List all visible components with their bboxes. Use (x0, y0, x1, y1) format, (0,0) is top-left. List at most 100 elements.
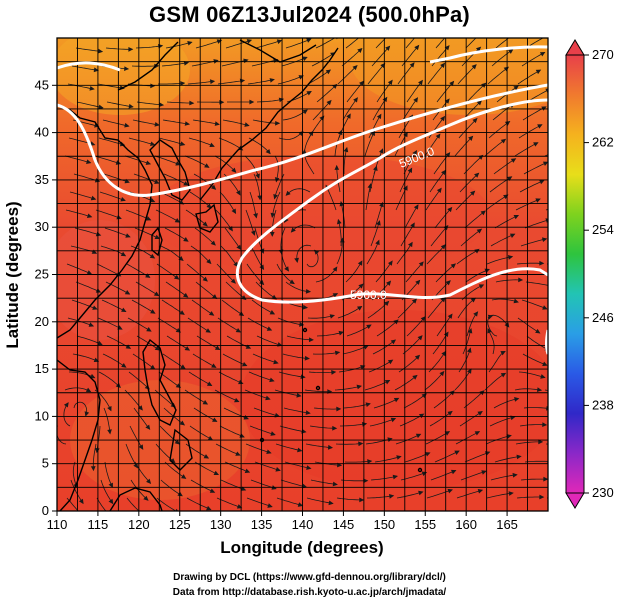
streamline (519, 180, 544, 193)
streamline-arrow (89, 86, 95, 91)
streamline (286, 335, 314, 341)
streamline (271, 209, 277, 237)
streamline (285, 188, 311, 196)
streamline (128, 371, 150, 390)
streamline-arrow (93, 357, 100, 363)
credit-drawing: Drawing by DCL (https://www.gfd-dennou.o… (173, 572, 446, 583)
streamline-arrow (184, 346, 191, 351)
streamline-arrow (468, 135, 474, 141)
streamline-arrow (480, 210, 486, 216)
x-tick-label: 160 (455, 517, 477, 532)
streamline-arrow (203, 454, 210, 459)
streamline-arrow (352, 64, 358, 71)
streamline-arrow (92, 305, 98, 310)
streamline-arrow (240, 486, 247, 491)
streamline (192, 353, 216, 368)
streamline-arrow (97, 340, 103, 346)
streamline-arrow (149, 197, 156, 203)
streamline-arrow (236, 190, 241, 196)
streamline-arrow (365, 402, 371, 408)
y-tick-label: 20 (35, 314, 49, 329)
streamline (340, 479, 368, 482)
streamline-arrow (509, 233, 516, 238)
chart-title: GSM 06Z13Jul2024 (500.0hPa) (149, 2, 470, 27)
streamline-arrow (539, 494, 545, 500)
streamline (131, 65, 159, 67)
streamline (217, 80, 245, 85)
streamline (456, 489, 483, 499)
streamline-arrow (124, 290, 131, 295)
streamline-arrow (514, 396, 520, 402)
streamline (406, 316, 426, 337)
streamline-arrow (408, 241, 413, 248)
streamline-arrow (154, 234, 161, 239)
streamline-arrow (440, 244, 446, 250)
streamline-arrow (95, 231, 102, 237)
streamline-arrow (336, 406, 342, 412)
streamline-arrow (297, 447, 303, 453)
streamline-arrow (475, 46, 482, 52)
streamline (337, 306, 362, 319)
streamline-arrow (267, 503, 273, 508)
streamline-arrow (378, 148, 384, 154)
streamline (127, 317, 152, 332)
streamline (136, 101, 164, 106)
streamline (278, 371, 305, 378)
streamline (305, 443, 333, 449)
streamline (275, 443, 302, 452)
streamline-arrow (425, 452, 431, 457)
streamline (457, 297, 476, 319)
streamline-arrow (306, 465, 312, 470)
streamline-arrow (302, 304, 309, 310)
streamline (282, 353, 310, 359)
streamline (133, 407, 151, 430)
streamline (102, 119, 129, 127)
streamline (247, 317, 272, 331)
streamline (403, 393, 427, 409)
streamline (346, 324, 372, 337)
streamline-arrow (542, 161, 548, 166)
streamline-arrow (208, 311, 215, 316)
streamline-arrow (206, 381, 213, 387)
streamline (366, 240, 380, 265)
streamline (126, 497, 140, 511)
streamline-arrow (420, 316, 426, 322)
streamline-arrow (86, 159, 92, 165)
streamline (245, 443, 271, 454)
colorbar-tick-label: 230 (592, 485, 614, 500)
streamline (218, 371, 243, 384)
streamline (215, 443, 241, 456)
streamline (69, 371, 95, 379)
streamline-arrow (474, 431, 481, 436)
streamline-arrow (542, 361, 548, 367)
streamline-arrow (412, 150, 417, 156)
streamline-arrow (332, 481, 338, 487)
streamline (159, 425, 180, 445)
streamline (493, 158, 516, 175)
streamline-arrow (500, 372, 507, 378)
streamline-arrow (265, 395, 271, 401)
streamline-arrow (477, 410, 483, 416)
streamline-arrow (367, 459, 373, 464)
streamline-arrow (478, 284, 485, 289)
streamline-arrow (466, 368, 472, 374)
streamline (518, 371, 545, 378)
streamline-arrow (337, 462, 343, 468)
streamline-arrow (533, 142, 539, 147)
streamline-arrow (128, 46, 134, 52)
streamline-arrow (356, 384, 362, 390)
streamline-arrow (329, 314, 335, 319)
streamline-arrow (470, 297, 477, 303)
streamline (400, 472, 427, 481)
streamline (67, 83, 94, 90)
streamline (101, 299, 126, 312)
streamline-arrow (202, 221, 208, 227)
streamline (304, 389, 332, 392)
streamline-arrow (411, 298, 418, 304)
streamline (220, 245, 239, 267)
streamline (98, 137, 125, 146)
streamline-arrow (273, 359, 279, 365)
streamline (98, 371, 121, 388)
streamline (166, 335, 190, 351)
streamline (219, 425, 245, 438)
